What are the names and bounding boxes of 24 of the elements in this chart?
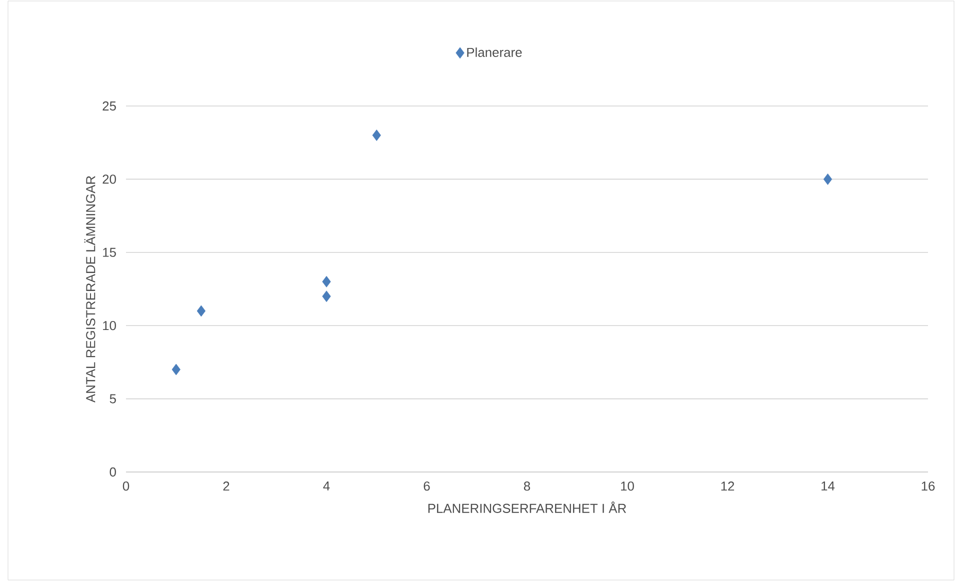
x-tick-label: 6 (424, 482, 430, 491)
x-tick-label: 14 (822, 482, 835, 490)
y-tick-label: 0 (110, 467, 116, 477)
y-tick-label: 5 (110, 394, 116, 404)
point (172, 364, 180, 376)
y-tick-label: 20 (102, 174, 116, 184)
legend-label: Planerare (467, 47, 522, 57)
y-tick-label: 25 (102, 101, 116, 111)
x-tick-label: 0 (122, 482, 130, 491)
x-tick-label: 2 (223, 482, 230, 491)
x-tick-label: 16 (922, 482, 935, 491)
x-tick-label: 12 (721, 482, 734, 491)
y-tick-label: 15 (103, 248, 116, 257)
point (823, 173, 832, 185)
point (322, 276, 331, 288)
x-axis-title: PLANERINGSERFARENHET I ÅR (428, 502, 626, 513)
x-tick-label: 8 (524, 482, 530, 491)
x-tick-label: 10 (621, 482, 634, 491)
x-tick-label: 4 (323, 482, 330, 490)
point (196, 305, 206, 317)
point (322, 290, 331, 302)
point (372, 130, 381, 141)
y-tick-label: 10 (103, 321, 116, 330)
y-axis-title: ANTAL REGISTRERADE LÄMNINGAR (84, 176, 96, 403)
